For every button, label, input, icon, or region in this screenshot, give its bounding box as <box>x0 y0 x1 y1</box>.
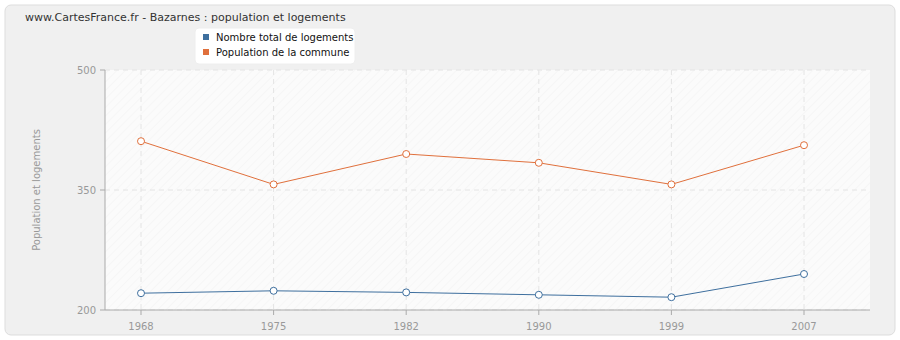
grid-line <box>105 190 870 191</box>
y-label: Population et logements <box>31 129 42 251</box>
series-line <box>141 141 804 184</box>
legend-swatch <box>203 34 209 40</box>
point <box>138 290 145 297</box>
chart: www.CartesFrance.fr - Bazarnes : populat… <box>0 0 900 340</box>
tick <box>100 70 105 71</box>
x-tick-label: 1982 <box>393 321 418 332</box>
point <box>535 159 542 166</box>
point <box>535 291 542 298</box>
point <box>270 287 277 294</box>
grid-line-x <box>538 70 539 310</box>
point <box>403 289 410 296</box>
x-tick <box>538 310 539 315</box>
tick <box>100 310 105 311</box>
point <box>668 181 675 188</box>
legend-label: Nombre total de logements <box>216 32 353 43</box>
title: www.CartesFrance.fr - Bazarnes : populat… <box>25 11 346 24</box>
x-axis <box>105 310 870 311</box>
background <box>5 5 895 335</box>
x-tick-label: 2007 <box>791 321 816 332</box>
y-axis <box>105 70 106 310</box>
grid-line-x <box>671 70 672 310</box>
x-tick <box>141 310 142 315</box>
legend-swatch <box>203 49 209 55</box>
point <box>668 294 675 301</box>
grid-line <box>105 310 870 311</box>
x-tick <box>671 310 672 315</box>
series-line <box>141 274 804 297</box>
x-tick-label: 1975 <box>261 321 286 332</box>
plot-area <box>105 70 870 310</box>
point <box>270 181 277 188</box>
point <box>801 142 808 149</box>
x-tick-label: 1999 <box>659 321 684 332</box>
point <box>138 138 145 145</box>
legend-label: Population de la commune <box>216 47 349 58</box>
point <box>403 151 410 158</box>
point <box>801 271 808 278</box>
tick <box>100 190 105 191</box>
x-tick <box>804 310 805 315</box>
y-tick-label: 500 <box>77 65 96 76</box>
y-tick-label: 350 <box>77 185 96 196</box>
grid-line-x <box>141 70 142 310</box>
grid-line <box>105 70 870 71</box>
grid-line-x <box>273 70 274 310</box>
y-tick-label: 200 <box>77 305 96 316</box>
x-tick <box>406 310 407 315</box>
x-tick-label: 1968 <box>128 321 153 332</box>
legend-box <box>195 28 355 64</box>
x-tick-label: 1990 <box>526 321 551 332</box>
series-group <box>138 138 808 301</box>
x-tick <box>273 310 274 315</box>
grid-line-x <box>406 70 407 310</box>
